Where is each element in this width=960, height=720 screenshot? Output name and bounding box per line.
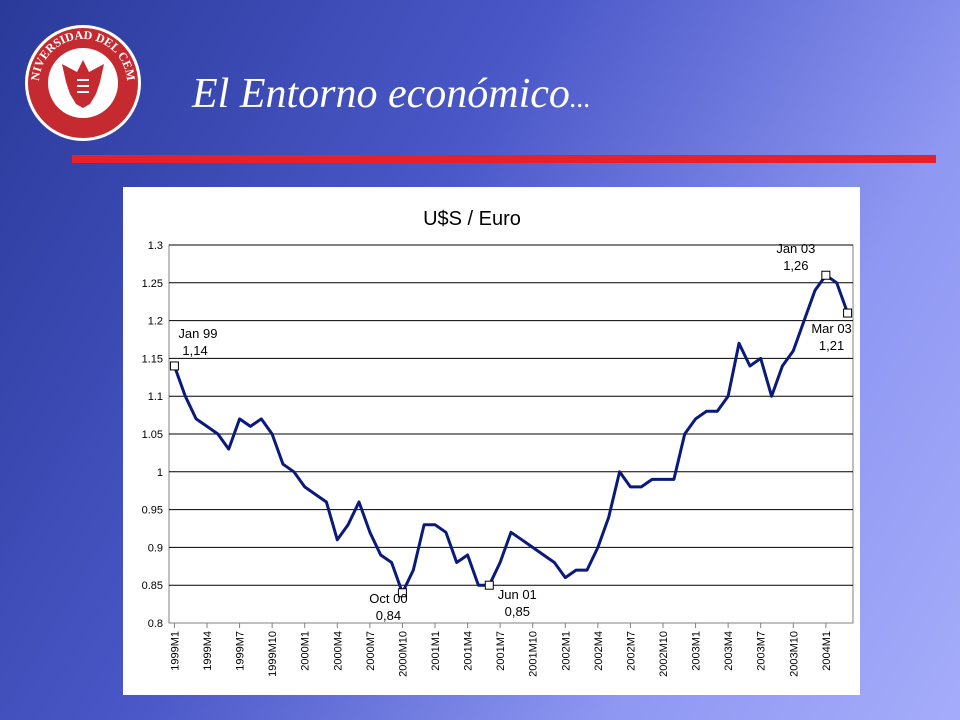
y-tick-label: 0.9 <box>148 542 163 554</box>
y-tick-label: 1.25 <box>142 278 163 290</box>
x-tick-label: 1999M4 <box>202 631 214 671</box>
x-tick-label: 2001M10 <box>528 631 540 677</box>
exchange-rate-chart: U$S / Euro 0.8 0.85 0.9 0.95 1 1.05 1.1 1.15 1.2… <box>142 208 854 677</box>
y-tick-label: 1 <box>157 467 163 479</box>
slide-title-text: El Entorno económico <box>192 71 570 117</box>
x-tick-label: 2000M7 <box>365 631 377 671</box>
marker-date-label: Jan 03 <box>776 241 815 256</box>
title-divider <box>72 155 936 163</box>
marker-date-label: Jan 99 <box>178 326 217 341</box>
y-tick-label: 0.95 <box>142 505 163 517</box>
x-tick-label: 2002M7 <box>625 631 637 671</box>
y-tick-label: 0.8 <box>148 618 163 630</box>
x-tick-label: 2004M1 <box>821 631 833 671</box>
data-point-marker <box>484 580 494 590</box>
data-point-marker <box>169 361 179 371</box>
data-point-marker <box>397 588 407 598</box>
x-tick-label: 1999M1 <box>169 631 181 671</box>
marker-value-label: 1,26 <box>783 258 808 273</box>
y-tick-label: 1.1 <box>148 391 163 403</box>
data-point-marker <box>843 308 853 318</box>
slide-title-suffix: ... <box>569 83 591 114</box>
data-point-marker <box>821 270 831 280</box>
x-tick-label: 2003M1 <box>691 631 703 671</box>
marker-date-label: Mar 03 <box>811 321 851 336</box>
y-tick-label: 1.3 <box>148 240 163 252</box>
x-tick-label: 2001M7 <box>495 631 507 671</box>
x-tick-label: 2000M4 <box>332 631 344 671</box>
series-line <box>172 273 850 595</box>
marker-value-label: 1,14 <box>182 343 207 358</box>
marker-date-label: Jun 01 <box>498 587 537 602</box>
slide-title: El Entorno económico... <box>192 70 591 118</box>
y-tick-label: 1.15 <box>142 353 163 365</box>
marker-value-label: 0,84 <box>376 608 401 623</box>
marker-date-label: Oct 00 <box>369 591 407 606</box>
x-tick-label: 2001M1 <box>430 631 442 671</box>
x-tick-label: 2001M4 <box>463 631 475 671</box>
x-tick-label: 1999M7 <box>235 631 247 671</box>
y-tick-label: 1.2 <box>148 316 163 328</box>
y-tick-label: 1.05 <box>142 429 163 441</box>
x-tick-label: 2002M1 <box>560 631 572 671</box>
x-tick-label: 2000M1 <box>300 631 312 671</box>
x-tick-label: 2003M7 <box>756 631 768 671</box>
x-tick-label: 2002M10 <box>658 631 670 677</box>
x-tick-label: 2000M10 <box>397 631 409 677</box>
chart-title: U$S / Euro <box>423 208 521 230</box>
y-tick-label: 0.85 <box>142 580 163 592</box>
x-tick-label: 2003M10 <box>788 631 800 677</box>
marker-value-label: 0,85 <box>505 604 530 619</box>
marker-value-label: 1,21 <box>819 338 844 353</box>
x-tick-label: 2002M4 <box>593 631 605 671</box>
university-seal-eagle-icon: UNIVERSIDAD DEL CEMA <box>22 22 141 141</box>
x-tick-label: 1999M10 <box>267 631 279 677</box>
chart-panel: U$S / Euro 0.8 0.85 0.9 0.95 1 1.05 1.1 1.15 1.2… <box>123 187 860 695</box>
x-tick-label: 2003M4 <box>723 631 735 671</box>
